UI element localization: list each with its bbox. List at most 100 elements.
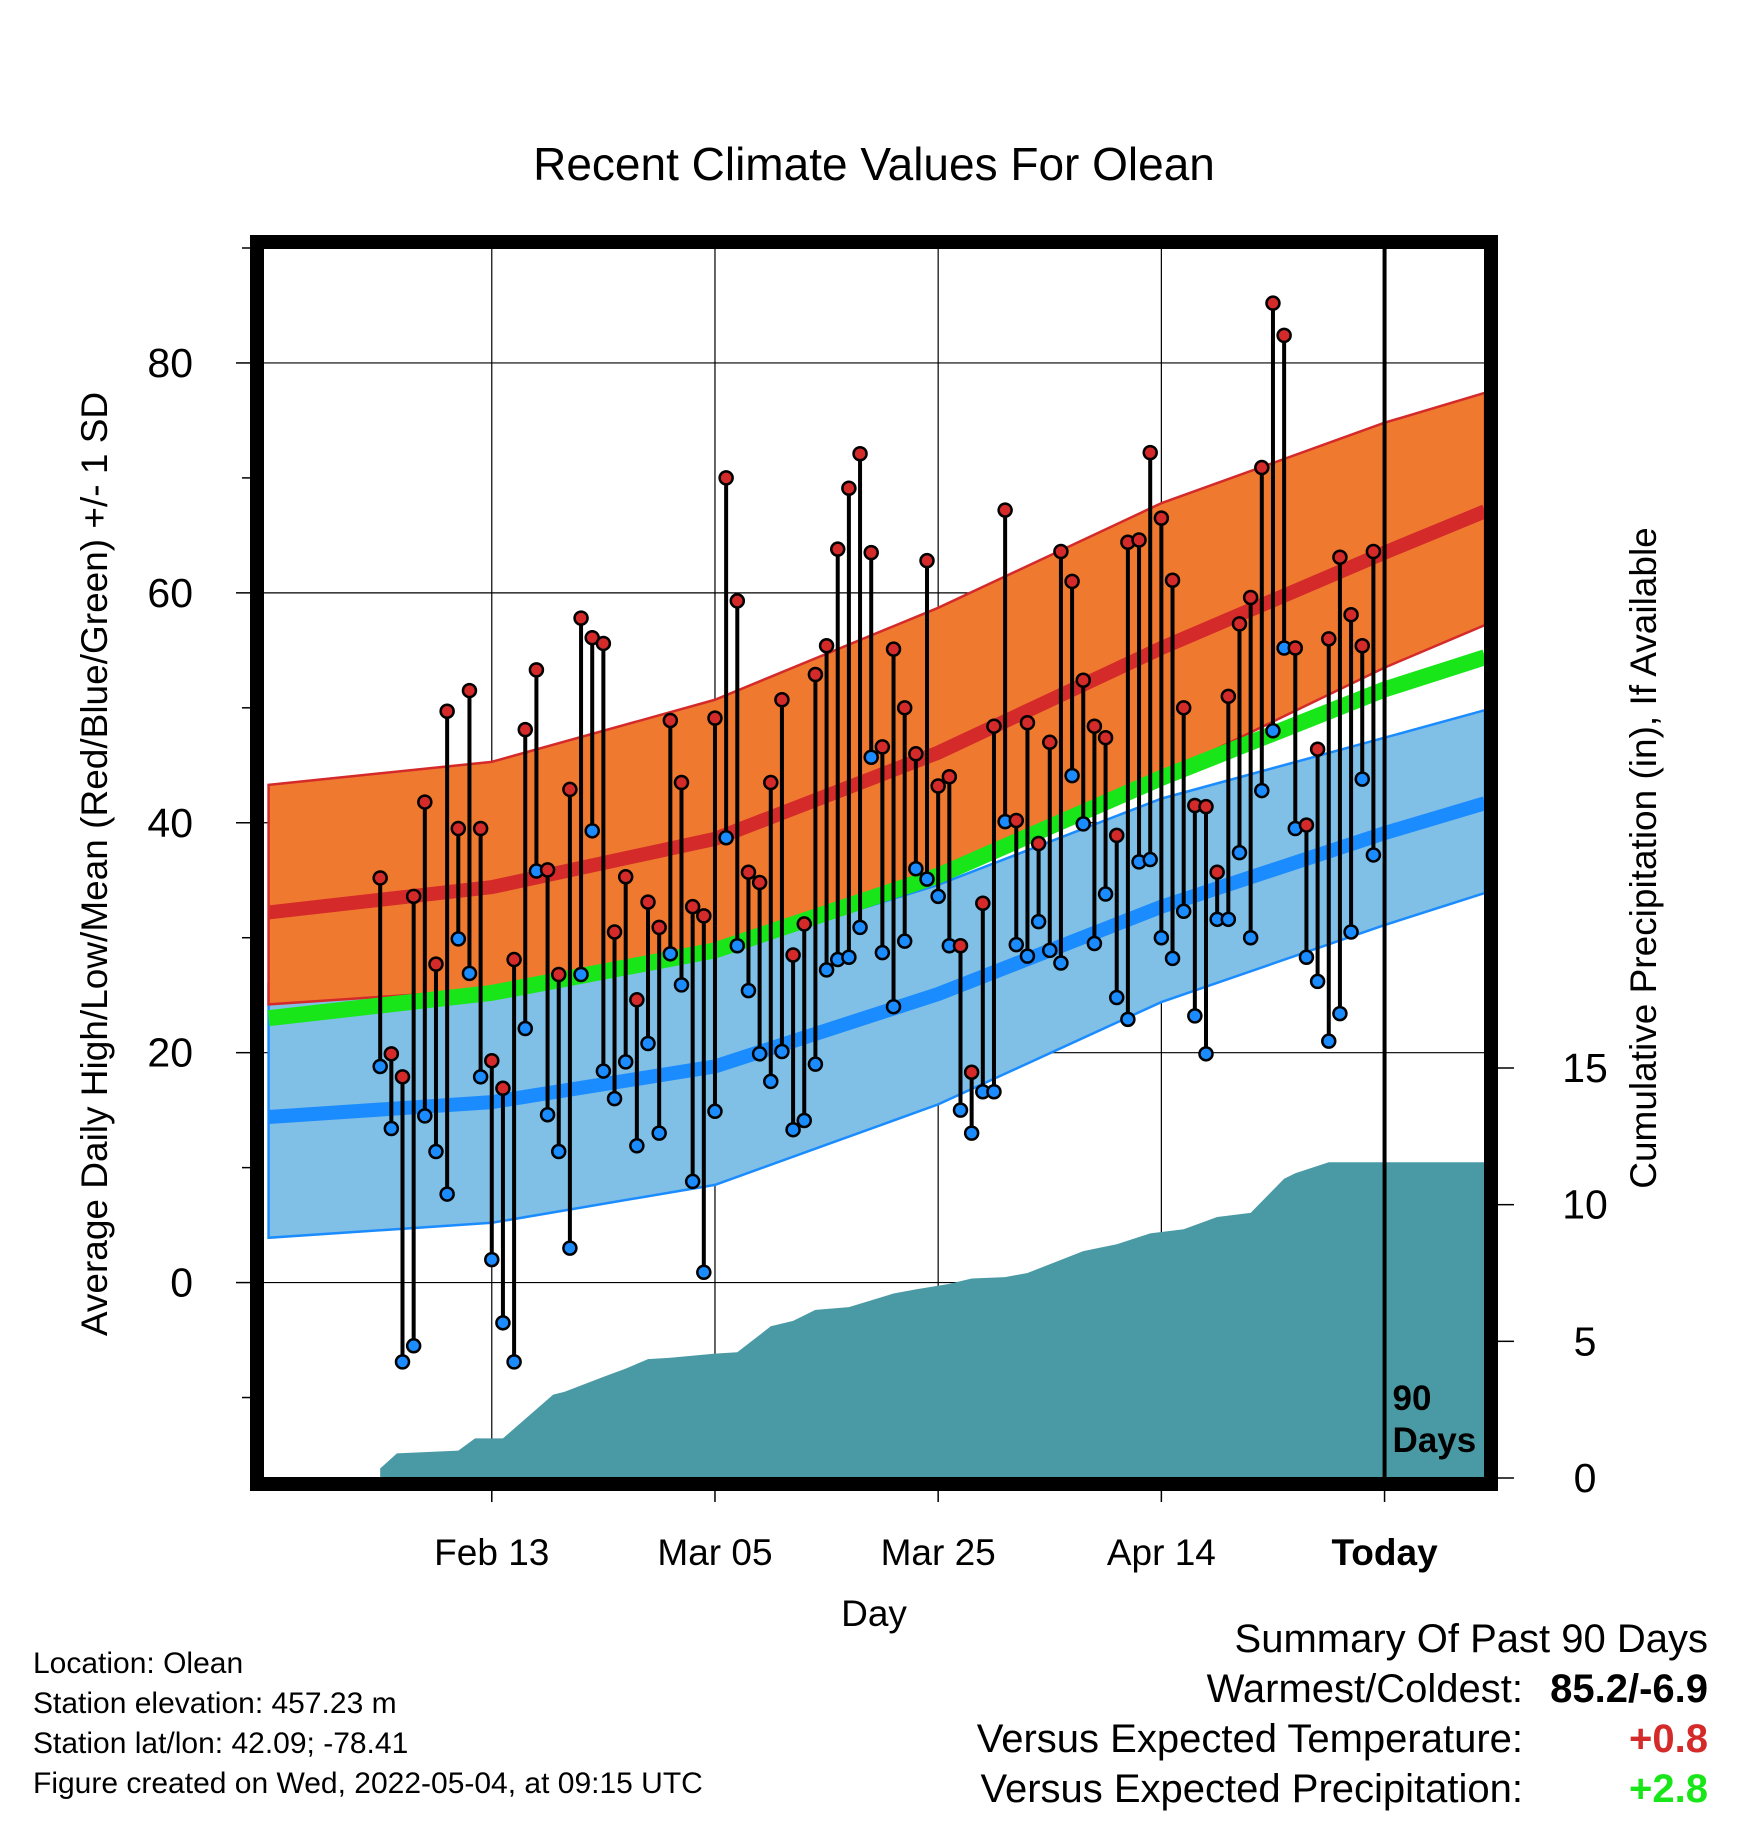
daily-high-point	[1019, 715, 1036, 731]
daily-low-point	[1164, 950, 1181, 967]
daily-high-point	[1309, 741, 1326, 757]
daily-low-point	[1064, 767, 1080, 784]
temp-anomaly-value: +0.8	[1629, 1717, 1708, 1761]
daily-low-point	[751, 1046, 768, 1062]
daily-high-point	[562, 781, 578, 798]
daily-high-point	[629, 992, 645, 1008]
daily-low-point	[640, 1035, 656, 1052]
daily-low-point	[1365, 847, 1382, 863]
daily-high-point	[963, 1064, 980, 1080]
daily-high-point	[1097, 729, 1114, 746]
daily-low-point	[1019, 948, 1036, 964]
daily-high-point	[640, 894, 656, 910]
daily-high-point	[1108, 827, 1125, 844]
daily-low-point	[1175, 903, 1192, 920]
daily-high-point	[1131, 532, 1147, 548]
y-tick-label: 80	[147, 340, 193, 386]
y2-tick-label: 15	[1562, 1045, 1608, 1091]
daily-high-point	[1220, 688, 1237, 705]
daily-high-point	[696, 908, 712, 924]
daily-high-point	[517, 721, 534, 738]
daily-high-point	[1086, 718, 1103, 734]
daily-high-point	[975, 895, 991, 911]
daily-low-point	[550, 1143, 567, 1160]
x-axis-title: Day	[841, 1593, 907, 1634]
daily-high-point	[1254, 459, 1270, 476]
daily-low-point	[539, 1106, 556, 1123]
daily-high-point	[651, 919, 667, 936]
daily-high-point	[1287, 640, 1304, 656]
daily-high-point	[1198, 798, 1214, 815]
daily-high-point	[417, 794, 433, 810]
daily-low-point	[651, 1125, 667, 1141]
daily-low-point	[573, 966, 589, 983]
daily-low-point	[517, 1020, 534, 1037]
daily-high-point	[1075, 672, 1091, 688]
daily-high-point	[1321, 631, 1337, 647]
daily-high-point	[1242, 589, 1259, 606]
daily-high-point	[908, 746, 924, 762]
daily-low-point	[1343, 924, 1359, 940]
daily-high-point	[785, 947, 801, 963]
daily-high-point	[707, 710, 723, 726]
daily-low-point	[986, 1084, 1002, 1100]
daily-low-point	[1030, 913, 1047, 930]
daily-low-point	[595, 1063, 612, 1079]
daily-high-point	[874, 739, 891, 755]
station-info: Location: Olean Station elevation: 457.2…	[33, 1644, 703, 1804]
daily-high-point	[1209, 864, 1225, 880]
daily-low-point	[1198, 1046, 1214, 1062]
daily-low-point	[439, 1186, 455, 1202]
summary-row-temp: Versus Expected Temperature: +0.8	[977, 1714, 1708, 1764]
daily-low-point	[952, 1102, 969, 1118]
daily-high-point	[528, 662, 545, 678]
daily-low-point	[796, 1112, 813, 1129]
latlon-text: Station lat/lon: 42.09; -78.41	[33, 1727, 409, 1760]
warmest-coldest-label: Warmest/Coldest:	[1206, 1667, 1523, 1711]
daily-high-point	[1053, 543, 1069, 560]
daily-high-point	[1064, 573, 1080, 590]
x-tick-label: Mar 05	[657, 1532, 772, 1573]
y2-axis-title: Cumulative Precipitation (in), If Availa…	[1623, 527, 1664, 1189]
daily-high-point	[539, 862, 556, 878]
daily-low-point	[841, 949, 857, 966]
daily-high-point	[729, 593, 746, 609]
daily-high-point	[573, 610, 589, 626]
daily-high-point	[662, 712, 679, 729]
today-marker-label: 90	[1393, 1379, 1432, 1418]
daily-high-point	[941, 769, 958, 785]
daily-low-point	[919, 871, 935, 887]
daily-high-point	[796, 916, 813, 932]
location-text: Location: Olean	[33, 1647, 244, 1680]
daily-low-point	[1242, 929, 1259, 946]
y-axis-title: Average Daily High/Low/Mean (Red/Blue/Gr…	[74, 392, 115, 1336]
daily-low-point	[506, 1354, 522, 1370]
daily-low-point	[1142, 851, 1158, 868]
daily-low-point	[852, 919, 868, 936]
daily-low-point	[428, 1143, 444, 1160]
daily-high-point	[986, 718, 1002, 734]
daily-low-point	[1309, 973, 1326, 990]
daily-high-point	[1343, 606, 1359, 623]
summary-row-precip: Versus Expected Precipitation: +2.8	[977, 1764, 1708, 1814]
daily-low-point	[673, 977, 690, 993]
daily-high-point	[885, 641, 902, 657]
daily-low-point	[394, 1354, 411, 1370]
daily-high-point	[495, 1080, 511, 1097]
y-tick-label: 20	[147, 1030, 193, 1076]
daily-high-point	[718, 470, 734, 486]
today-marker-label: Days	[1393, 1421, 1477, 1460]
y2-tick-label: 0	[1574, 1455, 1597, 1501]
daily-low-point	[785, 1121, 801, 1138]
y-tick-label: 60	[147, 570, 193, 616]
daily-low-point	[461, 965, 478, 982]
daily-low-point	[562, 1240, 578, 1256]
daily-low-point	[807, 1056, 824, 1072]
daily-low-point	[617, 1054, 634, 1070]
daily-high-point	[484, 1052, 500, 1069]
daily-low-point	[1187, 1008, 1203, 1024]
daily-high-point	[1276, 327, 1292, 344]
daily-high-point	[1008, 812, 1025, 829]
daily-low-point	[763, 1073, 779, 1090]
daily-high-point	[450, 820, 467, 837]
